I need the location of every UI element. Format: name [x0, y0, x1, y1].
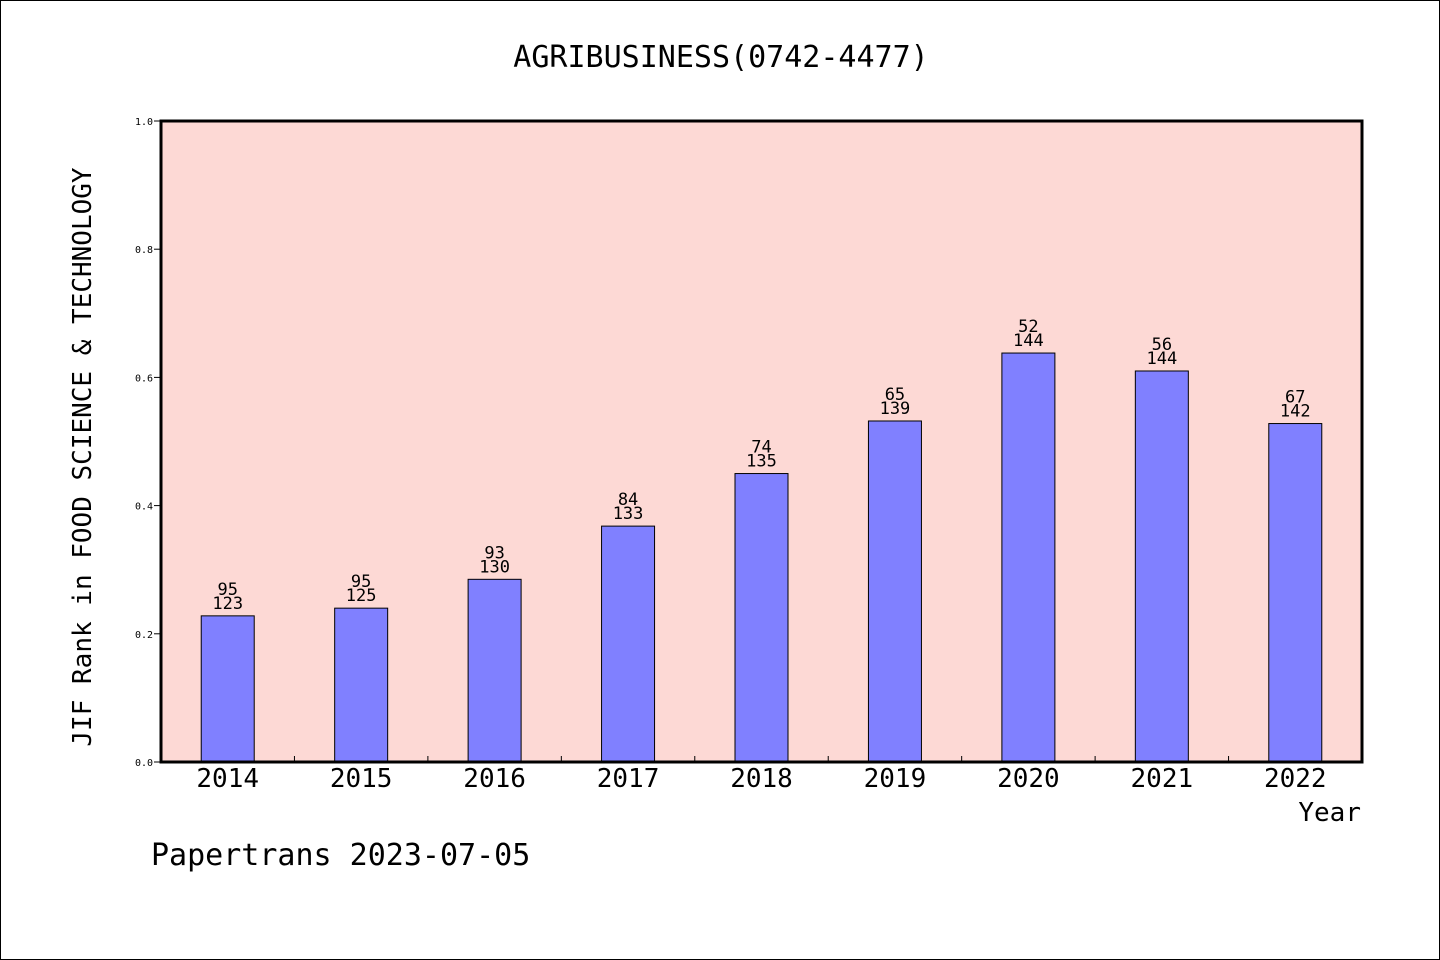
bar-2019	[867, 420, 922, 763]
y-tick-label: 0.0	[135, 758, 153, 769]
bar-2015	[334, 607, 389, 763]
bar-label-total: 130	[479, 557, 510, 577]
bar-2020	[1001, 352, 1056, 763]
ticks-group: 2014 2015 2016 2017 2018 2019 2020 2021 2022 0.0 0…	[135, 117, 1327, 794]
bar-label-rank: 52	[1018, 317, 1038, 337]
y-tick-label: 0.4	[135, 502, 153, 513]
bar-label-rank: 95	[217, 580, 237, 600]
bar-label-rank: 56	[1152, 335, 1172, 355]
bar-2014	[200, 615, 255, 763]
bar-label-total: 123	[212, 594, 243, 614]
bar-2022	[1268, 423, 1323, 763]
bar-label-total: 125	[346, 586, 377, 606]
bar-label-total: 144	[1146, 349, 1177, 369]
x-tick-label: 2018	[730, 764, 793, 794]
x-tick-label: 2017	[597, 764, 660, 794]
chart-title: AGRIBUSINESS(0742-4477)	[513, 40, 928, 75]
y-tick-label: 0.2	[135, 630, 153, 641]
bar-label-total: 144	[1013, 331, 1044, 351]
bar-label-rank: 74	[751, 438, 771, 458]
x-axis-label: Year	[1298, 798, 1361, 828]
bar-2017	[601, 525, 656, 763]
x-tick-label: 2019	[864, 764, 927, 794]
plot-border	[159, 119, 1364, 764]
bar-label-total: 142	[1280, 402, 1311, 422]
x-tick-label: 2020	[997, 764, 1060, 794]
y-axis-label: JIF Rank in FOOD SCIENCE & TECHNOLOGY	[68, 167, 98, 747]
bar-2016	[467, 578, 522, 763]
bar-label-rank: 65	[885, 385, 905, 405]
x-tick-label: 2016	[463, 764, 526, 794]
x-tick-label: 2014	[196, 764, 259, 794]
x-tick-label: 2022	[1264, 764, 1327, 794]
y-tick-label: 1.0	[135, 117, 153, 128]
bar-label-rank: 93	[484, 543, 504, 563]
y-tick-label: 0.8	[135, 245, 153, 256]
bar-label-rank: 95	[351, 572, 371, 592]
bar-2021	[1134, 370, 1189, 763]
x-tick-label: 2015	[330, 764, 393, 794]
footer-credit: Papertrans 2023-07-05	[151, 838, 530, 873]
bar-label-rank: 67	[1285, 388, 1305, 408]
bar-label-rank: 84	[618, 490, 638, 510]
bar-label-total: 139	[880, 399, 911, 419]
x-tick-label: 2021	[1131, 764, 1194, 794]
bar-label-total: 135	[746, 452, 777, 472]
y-tick-label: 0.6	[135, 373, 153, 384]
bar-label-total: 133	[613, 504, 644, 524]
bar-2018	[734, 473, 789, 763]
